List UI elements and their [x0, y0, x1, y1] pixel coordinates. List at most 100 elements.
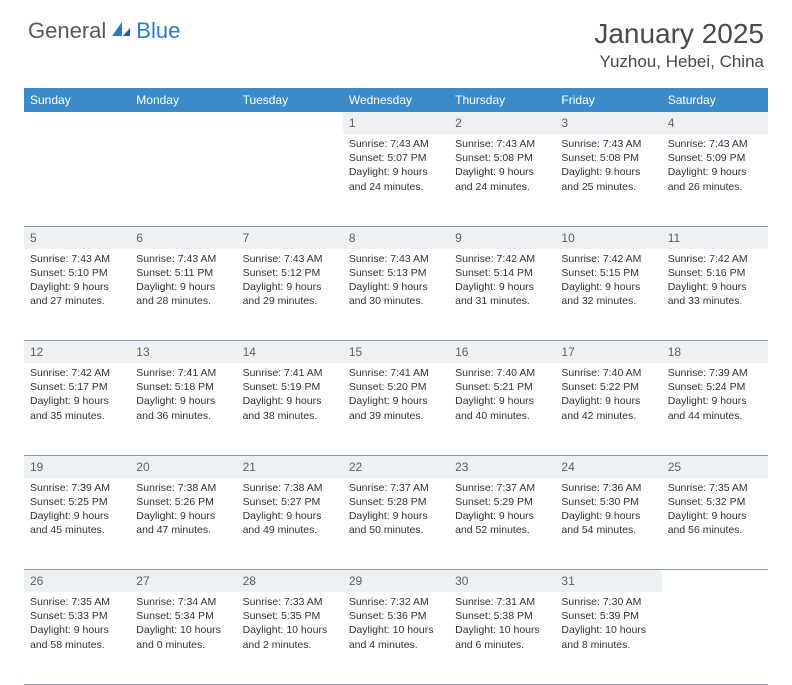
header: General Blue January 2025 Yuzhou, Hebei,…: [0, 0, 792, 80]
day-content-cell: Sunrise: 7:43 AMSunset: 5:11 PMDaylight:…: [130, 249, 236, 341]
day-header-row: SundayMondayTuesdayWednesdayThursdayFrid…: [24, 88, 768, 112]
day-details: Sunrise: 7:41 AMSunset: 5:18 PMDaylight:…: [130, 363, 236, 429]
logo-text-general: General: [28, 18, 106, 44]
day-details: Sunrise: 7:34 AMSunset: 5:34 PMDaylight:…: [130, 592, 236, 658]
day-details: Sunrise: 7:35 AMSunset: 5:33 PMDaylight:…: [24, 592, 130, 658]
day-number-cell: 28: [237, 570, 343, 593]
logo-text-blue: Blue: [136, 18, 180, 44]
day-number-cell: 7: [237, 226, 343, 249]
day-details: Sunrise: 7:42 AMSunset: 5:17 PMDaylight:…: [24, 363, 130, 429]
day-details: Sunrise: 7:39 AMSunset: 5:24 PMDaylight:…: [662, 363, 768, 429]
day-number-cell: 29: [343, 570, 449, 593]
day-content-cell: Sunrise: 7:42 AMSunset: 5:15 PMDaylight:…: [555, 249, 661, 341]
day-content-cell: Sunrise: 7:32 AMSunset: 5:36 PMDaylight:…: [343, 592, 449, 684]
day-content-cell: Sunrise: 7:43 AMSunset: 5:08 PMDaylight:…: [449, 134, 555, 226]
day-header: Wednesday: [343, 88, 449, 112]
day-number-cell: 27: [130, 570, 236, 593]
day-number-cell: 8: [343, 226, 449, 249]
day-number-cell: [24, 112, 130, 134]
day-number-cell: [662, 570, 768, 593]
day-details: Sunrise: 7:38 AMSunset: 5:26 PMDaylight:…: [130, 478, 236, 544]
day-content-cell: Sunrise: 7:35 AMSunset: 5:33 PMDaylight:…: [24, 592, 130, 684]
day-header: Tuesday: [237, 88, 343, 112]
day-details: Sunrise: 7:43 AMSunset: 5:10 PMDaylight:…: [24, 249, 130, 315]
day-details: Sunrise: 7:43 AMSunset: 5:13 PMDaylight:…: [343, 249, 449, 315]
day-details: Sunrise: 7:43 AMSunset: 5:08 PMDaylight:…: [449, 134, 555, 200]
day-details: Sunrise: 7:43 AMSunset: 5:08 PMDaylight:…: [555, 134, 661, 200]
day-number-cell: 10: [555, 226, 661, 249]
day-number-cell: 20: [130, 455, 236, 478]
day-content-cell: Sunrise: 7:40 AMSunset: 5:21 PMDaylight:…: [449, 363, 555, 455]
day-content-row: Sunrise: 7:42 AMSunset: 5:17 PMDaylight:…: [24, 363, 768, 455]
day-content-cell: Sunrise: 7:41 AMSunset: 5:20 PMDaylight:…: [343, 363, 449, 455]
day-content-cell: Sunrise: 7:37 AMSunset: 5:28 PMDaylight:…: [343, 478, 449, 570]
day-number-cell: 3: [555, 112, 661, 134]
day-number-row: 262728293031: [24, 570, 768, 593]
month-title: January 2025: [594, 18, 764, 50]
day-content-cell: Sunrise: 7:31 AMSunset: 5:38 PMDaylight:…: [449, 592, 555, 684]
day-content-cell: Sunrise: 7:42 AMSunset: 5:14 PMDaylight:…: [449, 249, 555, 341]
day-content-cell: Sunrise: 7:41 AMSunset: 5:19 PMDaylight:…: [237, 363, 343, 455]
day-number-cell: 26: [24, 570, 130, 593]
day-details: Sunrise: 7:37 AMSunset: 5:28 PMDaylight:…: [343, 478, 449, 544]
day-content-cell: Sunrise: 7:43 AMSunset: 5:09 PMDaylight:…: [662, 134, 768, 226]
day-number-cell: 16: [449, 341, 555, 364]
day-content-cell: Sunrise: 7:40 AMSunset: 5:22 PMDaylight:…: [555, 363, 661, 455]
day-content-cell: Sunrise: 7:42 AMSunset: 5:16 PMDaylight:…: [662, 249, 768, 341]
day-header: Saturday: [662, 88, 768, 112]
day-content-cell: Sunrise: 7:34 AMSunset: 5:34 PMDaylight:…: [130, 592, 236, 684]
day-details: Sunrise: 7:41 AMSunset: 5:19 PMDaylight:…: [237, 363, 343, 429]
logo-sail-icon: [110, 20, 132, 43]
day-details: Sunrise: 7:32 AMSunset: 5:36 PMDaylight:…: [343, 592, 449, 658]
day-content-cell: Sunrise: 7:36 AMSunset: 5:30 PMDaylight:…: [555, 478, 661, 570]
day-number-cell: 25: [662, 455, 768, 478]
day-number-cell: 1: [343, 112, 449, 134]
day-number-row: 12131415161718: [24, 341, 768, 364]
day-details: Sunrise: 7:43 AMSunset: 5:12 PMDaylight:…: [237, 249, 343, 315]
day-content-row: Sunrise: 7:43 AMSunset: 5:10 PMDaylight:…: [24, 249, 768, 341]
day-number-cell: [237, 112, 343, 134]
day-details: Sunrise: 7:30 AMSunset: 5:39 PMDaylight:…: [555, 592, 661, 658]
day-details: Sunrise: 7:39 AMSunset: 5:25 PMDaylight:…: [24, 478, 130, 544]
day-number-cell: 5: [24, 226, 130, 249]
day-content-row: Sunrise: 7:43 AMSunset: 5:07 PMDaylight:…: [24, 134, 768, 226]
day-content-cell: Sunrise: 7:37 AMSunset: 5:29 PMDaylight:…: [449, 478, 555, 570]
day-details: Sunrise: 7:35 AMSunset: 5:32 PMDaylight:…: [662, 478, 768, 544]
day-number-cell: 12: [24, 341, 130, 364]
day-content-cell: Sunrise: 7:41 AMSunset: 5:18 PMDaylight:…: [130, 363, 236, 455]
day-content-cell: Sunrise: 7:39 AMSunset: 5:25 PMDaylight:…: [24, 478, 130, 570]
day-content-cell: Sunrise: 7:43 AMSunset: 5:08 PMDaylight:…: [555, 134, 661, 226]
day-details: Sunrise: 7:38 AMSunset: 5:27 PMDaylight:…: [237, 478, 343, 544]
day-details: Sunrise: 7:42 AMSunset: 5:16 PMDaylight:…: [662, 249, 768, 315]
day-number-cell: 13: [130, 341, 236, 364]
day-content-row: Sunrise: 7:39 AMSunset: 5:25 PMDaylight:…: [24, 478, 768, 570]
day-number-row: 1234: [24, 112, 768, 134]
day-number-cell: 15: [343, 341, 449, 364]
day-content-cell: Sunrise: 7:30 AMSunset: 5:39 PMDaylight:…: [555, 592, 661, 684]
day-number-cell: 2: [449, 112, 555, 134]
day-number-cell: 30: [449, 570, 555, 593]
logo: General Blue: [28, 18, 180, 44]
day-header: Monday: [130, 88, 236, 112]
day-content-cell: Sunrise: 7:35 AMSunset: 5:32 PMDaylight:…: [662, 478, 768, 570]
day-content-cell: [24, 134, 130, 226]
day-content-cell: Sunrise: 7:43 AMSunset: 5:13 PMDaylight:…: [343, 249, 449, 341]
calendar-body: 1234Sunrise: 7:43 AMSunset: 5:07 PMDayli…: [24, 112, 768, 684]
day-content-cell: Sunrise: 7:38 AMSunset: 5:27 PMDaylight:…: [237, 478, 343, 570]
day-number-cell: 22: [343, 455, 449, 478]
day-details: Sunrise: 7:41 AMSunset: 5:20 PMDaylight:…: [343, 363, 449, 429]
day-number-cell: 18: [662, 341, 768, 364]
day-details: Sunrise: 7:43 AMSunset: 5:09 PMDaylight:…: [662, 134, 768, 200]
day-content-cell: Sunrise: 7:43 AMSunset: 5:07 PMDaylight:…: [343, 134, 449, 226]
title-block: January 2025 Yuzhou, Hebei, China: [594, 18, 764, 72]
day-content-cell: Sunrise: 7:43 AMSunset: 5:12 PMDaylight:…: [237, 249, 343, 341]
day-details: Sunrise: 7:42 AMSunset: 5:14 PMDaylight:…: [449, 249, 555, 315]
day-number-cell: 19: [24, 455, 130, 478]
day-number-row: 19202122232425: [24, 455, 768, 478]
day-content-cell: Sunrise: 7:33 AMSunset: 5:35 PMDaylight:…: [237, 592, 343, 684]
day-header: Friday: [555, 88, 661, 112]
day-number-cell: 24: [555, 455, 661, 478]
day-details: Sunrise: 7:31 AMSunset: 5:38 PMDaylight:…: [449, 592, 555, 658]
day-number-cell: 17: [555, 341, 661, 364]
calendar-table: SundayMondayTuesdayWednesdayThursdayFrid…: [24, 88, 768, 685]
